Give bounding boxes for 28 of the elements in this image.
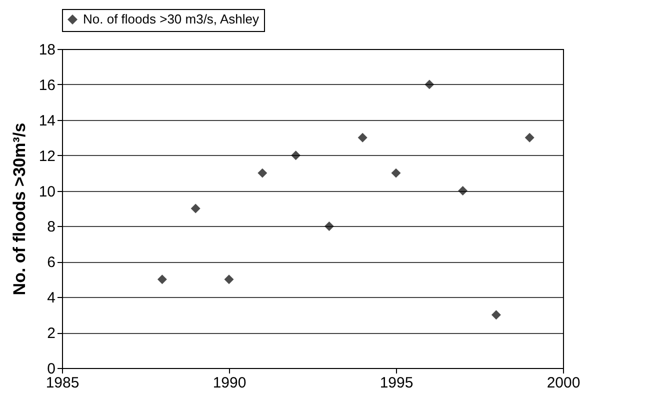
x-tick-label: 2000 [546, 374, 580, 392]
point [358, 132, 368, 142]
y-tick-label: 0 [47, 360, 56, 378]
point [258, 168, 268, 178]
y-tick-label: 8 [47, 218, 56, 236]
point [391, 168, 401, 178]
point [424, 80, 434, 90]
legend-label: No. of floods >30 m3/s, Ashley [83, 12, 260, 26]
x-tick-label: 1990 [212, 374, 246, 392]
point [458, 186, 468, 196]
x-tick-label: 1995 [380, 374, 414, 392]
y-tick-label: 10 [38, 183, 56, 200]
y-tick-label: 16 [38, 76, 56, 94]
point [224, 274, 234, 284]
y-tick-label: 18 [38, 42, 56, 58]
x-tick-label: 1985 [46, 374, 80, 392]
y-tick-label: 14 [38, 112, 56, 130]
y-tick-label: 6 [47, 254, 56, 272]
y-tick-label: 12 [38, 148, 56, 165]
point [190, 204, 200, 214]
point [291, 150, 301, 160]
point [491, 310, 501, 320]
point [324, 221, 334, 231]
y-axis-title: No. of floods >30m³/s [10, 122, 29, 296]
point [524, 132, 534, 142]
y-tick-label: 2 [47, 325, 56, 342]
point [157, 274, 167, 284]
y-tick-label: 4 [47, 290, 56, 307]
